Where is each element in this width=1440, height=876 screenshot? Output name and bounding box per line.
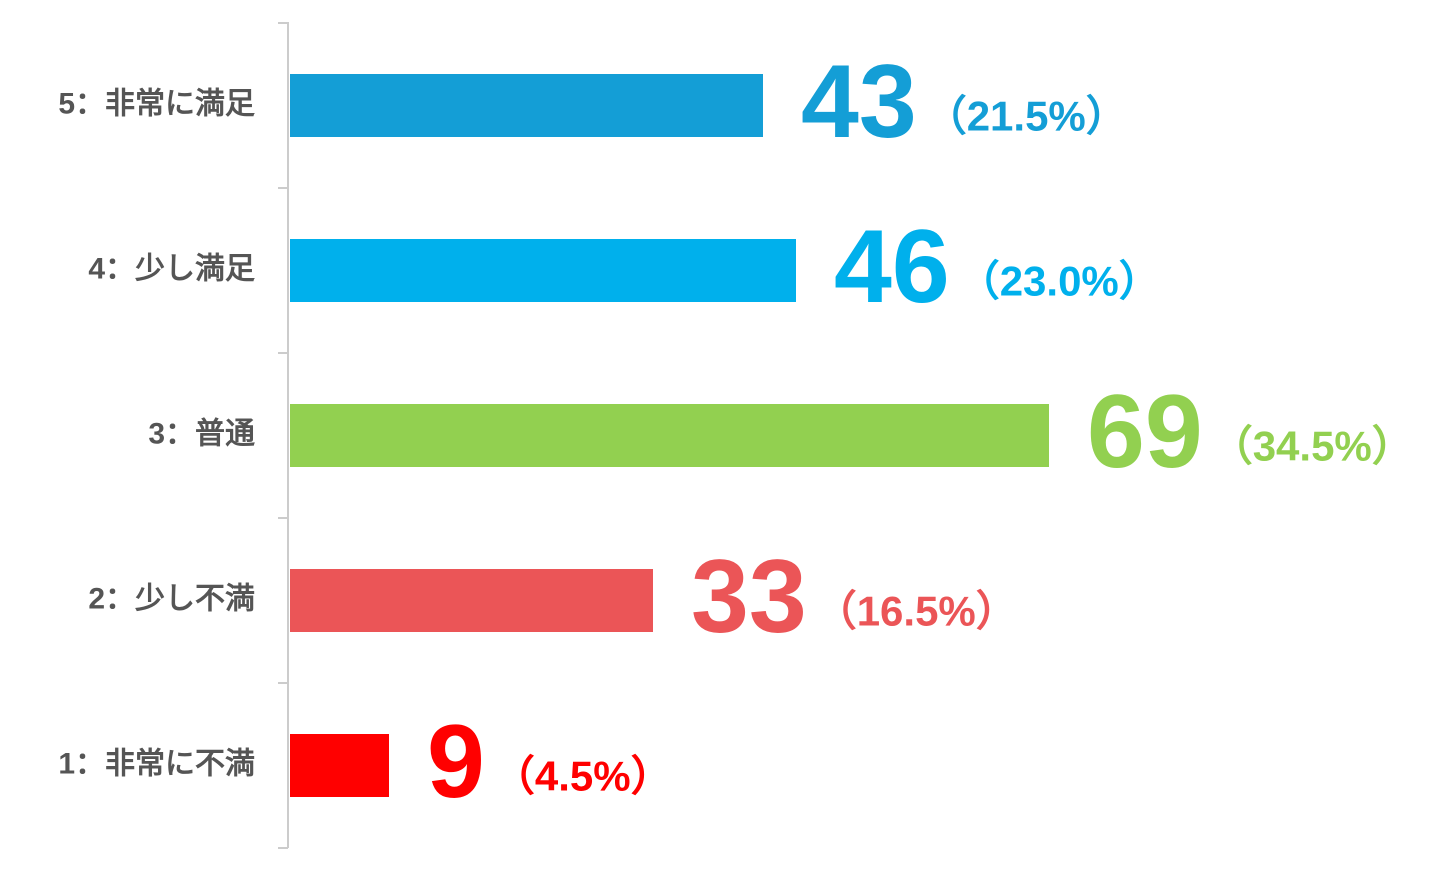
value-label: 46 xyxy=(834,209,950,325)
category-label: 2：少し不満 xyxy=(88,582,255,615)
bar xyxy=(290,569,653,632)
percent-label: （34.5%） xyxy=(1211,423,1414,470)
percent-label: （21.5%） xyxy=(925,93,1128,140)
category-separators xyxy=(278,22,288,849)
value-label: 9 xyxy=(427,704,485,820)
category-label: 5：非常に満足 xyxy=(58,87,255,120)
bar xyxy=(290,74,763,137)
category-label: 3：普通 xyxy=(148,416,255,450)
bar xyxy=(290,734,389,797)
category-label: 4：少し満足 xyxy=(88,252,255,285)
percent-label: （23.0%） xyxy=(958,258,1161,305)
bar xyxy=(290,239,796,302)
percent-label: （4.5%） xyxy=(493,753,673,800)
value-label: 43 xyxy=(801,44,917,160)
category-label: 1：非常に不満 xyxy=(58,747,255,780)
bar xyxy=(290,404,1049,467)
percent-label: （16.5%） xyxy=(815,588,1018,635)
value-label: 33 xyxy=(691,539,807,655)
value-label: 69 xyxy=(1087,374,1203,490)
